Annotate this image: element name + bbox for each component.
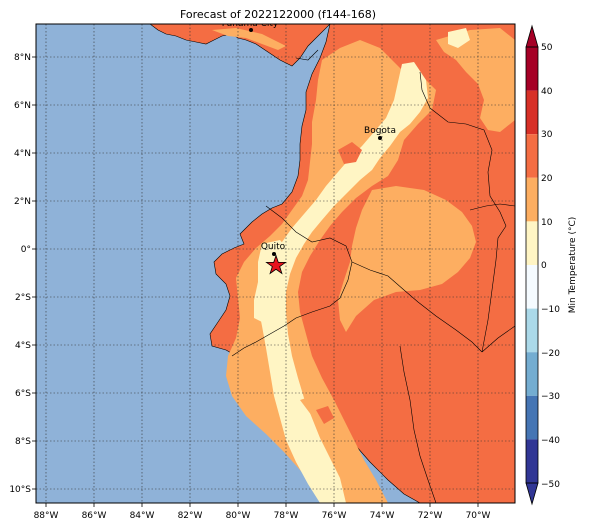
y-axis-labels: 8°N 6°N 4°N 2°N 0° 2°S 4°S 6°S 8°S 10°S xyxy=(9,53,31,495)
colorbar-ticks: 50 40 30 20 10 0 −10 −20 −30 −40 −50 xyxy=(541,43,560,490)
colorbar: 50 40 30 20 10 0 −10 −20 −30 −40 −50 Min… xyxy=(525,24,578,506)
y-tick-label: 8°S xyxy=(15,437,31,447)
location-star-icon xyxy=(265,254,287,275)
y-tick-label: 2°N xyxy=(14,197,31,207)
y-tick-label: 4°N xyxy=(14,149,31,159)
colorbar-band xyxy=(526,47,538,91)
x-tick-label: 84°W xyxy=(130,511,155,521)
colorbar-band xyxy=(526,352,538,396)
colorbar-band xyxy=(526,134,538,178)
colorbar-bands xyxy=(526,47,538,483)
y-tick-label: 2°S xyxy=(15,293,31,303)
x-tick-label: 78°W xyxy=(274,511,299,521)
colorbar-tick-label: 50 xyxy=(541,43,553,53)
y-tick-label: 0° xyxy=(21,245,31,255)
axis-ticks xyxy=(32,56,479,507)
temp-band-warm-east xyxy=(338,186,476,332)
temp-band-warm-ne xyxy=(436,28,515,132)
city-label-bogota: Bogota xyxy=(364,126,396,136)
colorbar-tick-label: −40 xyxy=(541,436,560,446)
temp-band-hot-spot-2 xyxy=(316,406,334,424)
x-axis-labels: 88°W 86°W 84°W 82°W 80°W 78°W 76°W 74°W … xyxy=(34,511,491,521)
city-bogota: Bogota xyxy=(364,126,396,140)
city-quito: Quito xyxy=(261,242,286,256)
colorbar-frame xyxy=(525,46,539,484)
temp-band-mild-coast xyxy=(448,28,470,48)
colorbar-tick-label: 20 xyxy=(541,174,553,184)
x-tick-label: 88°W xyxy=(34,511,59,521)
colorbar-band xyxy=(526,265,538,309)
city-label-panama-city: Panama City xyxy=(222,19,279,29)
y-tick-label: 10°S xyxy=(9,485,31,495)
x-tick-label: 86°W xyxy=(82,511,107,521)
colorbar-tick-label: 0 xyxy=(541,261,547,271)
x-tick-label: 74°W xyxy=(370,511,395,521)
colorbar-extend-bottom xyxy=(525,482,539,506)
colorbar-band xyxy=(526,221,538,265)
colorbar-extend-top xyxy=(525,24,539,48)
colorbar-tick-label: −20 xyxy=(541,349,560,359)
colorbar-tick-label: −30 xyxy=(541,392,560,402)
colorbar-band xyxy=(526,90,538,135)
y-tick-label: 6°S xyxy=(15,389,31,399)
colorbar-tick-label: 40 xyxy=(541,87,553,97)
colorbar-tick-label: 30 xyxy=(541,130,553,140)
city-label-quito: Quito xyxy=(261,242,286,252)
map-area: Panama City Bogota Quito xyxy=(36,19,515,503)
x-tick-label: 70°W xyxy=(466,511,491,521)
x-tick-label: 76°W xyxy=(322,511,347,521)
city-panama-city: Panama City xyxy=(222,19,279,32)
country-borders xyxy=(231,49,515,503)
x-tick-label: 80°W xyxy=(226,511,251,521)
colorbar-band xyxy=(526,395,538,440)
x-tick-label: 82°W xyxy=(178,511,203,521)
colorbar-tick-label: −50 xyxy=(541,480,560,490)
colorbar-tick-label: −10 xyxy=(541,305,560,315)
y-tick-label: 8°N xyxy=(14,53,31,63)
map-frame xyxy=(35,23,516,504)
colorbar-tick-label: 10 xyxy=(541,218,553,228)
colorbar-band xyxy=(526,439,538,483)
temp-band-mild-quito xyxy=(254,240,290,322)
colorbar-band xyxy=(526,177,538,222)
colorbar-title: Min Temperature (°C) xyxy=(568,217,578,314)
y-tick-label: 4°S xyxy=(15,341,31,351)
grid xyxy=(36,24,515,503)
colorbar-band xyxy=(526,308,538,353)
map-title: Forecast of 2022122000 (f144-168) xyxy=(180,8,376,21)
temp-band-hot-spot-1 xyxy=(338,142,362,164)
y-tick-label: 6°N xyxy=(14,101,31,111)
land-panama-warm xyxy=(212,28,286,50)
temp-band-mild xyxy=(258,62,428,503)
x-tick-label: 72°W xyxy=(418,511,443,521)
